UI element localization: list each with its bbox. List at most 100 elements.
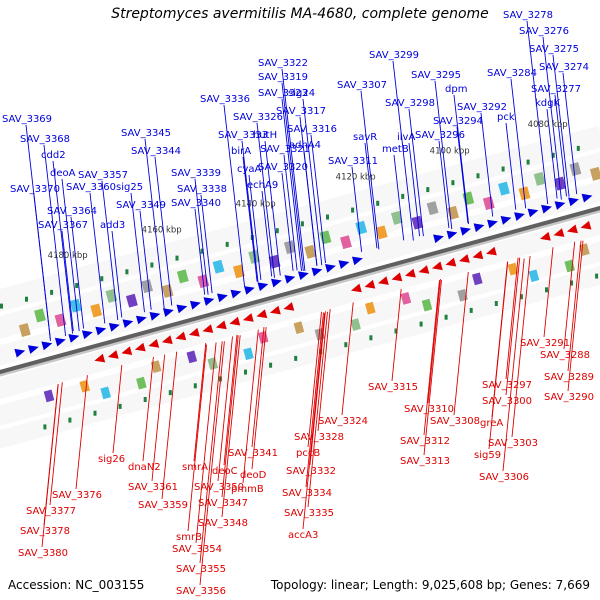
- forward-gene-arrow: [122, 319, 134, 328]
- reverse-gene-label: SAV_3310: [404, 404, 454, 415]
- reverse-gene-arrow: [567, 224, 578, 234]
- reverse-leader-line: [41, 384, 59, 548]
- reverse-gene-label: smrB: [176, 532, 202, 543]
- reverse-leader-line: [567, 240, 582, 372]
- forward-leader-line: [546, 108, 558, 199]
- track-marker: [125, 269, 129, 275]
- kbp-tick-label: 4140 kbp: [236, 200, 276, 210]
- track-marker: [75, 283, 79, 288]
- reverse-gene-arrow: [202, 324, 214, 333]
- forward-gene-label: SAV_3276: [519, 26, 569, 37]
- reverse-gene-arrow: [391, 272, 403, 282]
- forward-leader-line: [364, 142, 378, 249]
- reverse-gene-label: SAV_3306: [479, 472, 529, 483]
- reverse-leader-line: [75, 375, 88, 490]
- reverse-gene-label: SAV_3348: [198, 518, 248, 529]
- forward-leader-line: [43, 144, 67, 337]
- track-marker: [526, 159, 530, 165]
- forward-leader-line: [281, 172, 294, 271]
- track-band: [0, 241, 600, 426]
- function-category-box: [90, 303, 103, 318]
- forward-leader-line: [52, 160, 74, 334]
- forward-leader-line: [351, 166, 363, 252]
- reverse-leader-line: [341, 302, 354, 416]
- reverse-gene-label: SAV_3359: [138, 500, 188, 511]
- track-marker: [269, 362, 273, 368]
- reverse-leader-line: [221, 335, 241, 518]
- reverse-gene-arrow: [161, 335, 173, 344]
- reverse-gene-label: SAV_3334: [282, 488, 332, 499]
- reverse-gene-label: SAV_3355: [176, 564, 226, 575]
- function-category-box: [150, 360, 162, 373]
- reverse-gene-label: SAV_3377: [26, 506, 76, 517]
- track-marker: [244, 369, 247, 375]
- forward-gene-label: sig24: [288, 88, 315, 99]
- forward-leader-line: [526, 20, 549, 205]
- function-category-box: [243, 347, 254, 361]
- reverse-gene-arrow: [540, 231, 551, 241]
- reverse-gene-arrow: [418, 265, 430, 274]
- reverse-leader-line: [307, 311, 322, 448]
- reverse-gene-label: pmmB: [231, 484, 264, 495]
- forward-gene-label: SAV_3295: [411, 70, 461, 81]
- kbp-ticks: 4080 kbp 4100 kbp 4120 kbp 4140 kbp 4160 kbp…: [48, 120, 568, 261]
- track-marker: [25, 296, 28, 302]
- function-category-box: [186, 350, 198, 364]
- forward-gene-label: kdgK: [535, 98, 560, 109]
- forward-gene-label: SAV_3345: [121, 128, 171, 139]
- forward-gene-label: SAV_3338: [177, 184, 227, 195]
- forward-gene-label: SAV_3319: [258, 72, 308, 83]
- function-category-box: [569, 162, 582, 177]
- forward-leader-line: [223, 104, 246, 287]
- forward-gene-label: add3: [100, 220, 125, 231]
- accession-text: Accession: NC_003155: [8, 578, 145, 592]
- forward-gene-arrow: [554, 201, 566, 210]
- function-category-box: [79, 379, 91, 393]
- forward-gene-arrow: [230, 289, 242, 299]
- forward-gene-label: SAV_3277: [531, 84, 581, 95]
- reverse-leader-line: [563, 241, 576, 350]
- forward-leader-line: [281, 98, 302, 271]
- forward-gene-label: SAV_3370: [10, 184, 60, 195]
- forward-leader-line: [392, 60, 414, 241]
- forward-gene-arrow: [163, 308, 174, 317]
- forward-leader-line: [281, 82, 304, 271]
- reverse-leader-line: [502, 258, 525, 472]
- track-band: [0, 266, 600, 449]
- reverse-gene-label: SAV_3308: [430, 416, 480, 427]
- forward-leader-line: [408, 142, 421, 237]
- forward-leader-line: [434, 80, 453, 230]
- forward-gene-arrow: [217, 293, 228, 303]
- track-band: [0, 214, 600, 400]
- forward-gene-arrow: [149, 312, 161, 321]
- forward-gene-label: SAV_3311: [328, 156, 378, 167]
- forward-leader-line: [61, 230, 74, 332]
- forward-gene-arrow: [325, 264, 336, 273]
- reverse-gene-label: SAV_3376: [52, 490, 102, 501]
- function-category-box: [507, 262, 519, 276]
- reverse-leader-line: [317, 309, 331, 432]
- kbp-tick-label: 4080 kbp: [528, 120, 568, 130]
- forward-gene-arrow: [433, 234, 444, 244]
- forward-gene-label: savR: [353, 132, 377, 143]
- forward-gene-label: SAV_3340: [171, 198, 221, 209]
- forward-gene-arrow: [338, 260, 350, 269]
- reverse-leader-line: [223, 334, 238, 466]
- forward-gene-arrow: [473, 223, 485, 233]
- forward-leader-line: [154, 156, 173, 306]
- reverse-leader-line: [193, 342, 207, 462]
- forward-leader-line: [510, 78, 527, 209]
- reverse-gene-label: SAV_3332: [286, 466, 336, 477]
- reverse-gene-label: accA3: [288, 530, 318, 541]
- backbone-line: [0, 205, 600, 375]
- track-marker: [150, 262, 154, 268]
- forward-gene-label: SAV_3336: [200, 94, 250, 105]
- kbp-tick-label: 4160 kbp: [142, 225, 182, 235]
- track-marker: [118, 403, 122, 409]
- reverse-gene-arrow: [432, 261, 443, 271]
- track-marker: [344, 342, 348, 348]
- function-category-box: [528, 269, 540, 283]
- track-marker: [419, 321, 423, 327]
- reverse-leader-line: [307, 311, 328, 508]
